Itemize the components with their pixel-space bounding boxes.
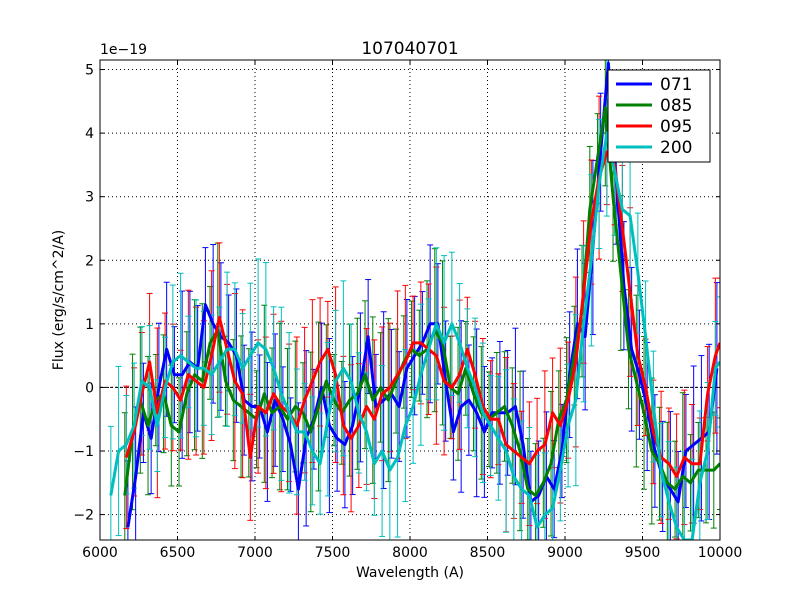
- y-tick-label: −2: [73, 508, 94, 524]
- x-axis-label: Wavelength (A): [356, 565, 464, 581]
- x-tick-label: 10000: [698, 545, 743, 561]
- y-tick-label: 1: [85, 317, 94, 333]
- x-tick-label: 9500: [625, 545, 661, 561]
- x-tick-label: 6000: [82, 545, 118, 561]
- x-tick-label: 6500: [160, 545, 196, 561]
- legend-label-200: 200: [660, 138, 692, 158]
- y-axis-label: Flux (erg/s/cm^2/A): [51, 230, 67, 370]
- x-tick-label: 7000: [237, 545, 273, 561]
- chart-title: 107040701: [361, 39, 458, 59]
- legend-label-071: 071: [660, 75, 692, 95]
- legend-label-085: 085: [660, 96, 692, 116]
- x-tick-label: 7500: [315, 545, 351, 561]
- y-tick-label: 3: [85, 190, 94, 206]
- y-tick-label: −1: [73, 444, 94, 460]
- y-tick-label: 0: [85, 380, 94, 396]
- x-tick-label: 9000: [547, 545, 583, 561]
- series-lines: [109, 61, 720, 540]
- series-line-200: [109, 131, 720, 540]
- y-tick-label: 2: [85, 253, 94, 269]
- x-tick-label: 8000: [392, 545, 428, 561]
- ticks: 6000 6500 7000 7500 8000 8500 9000 9500 10000 −2 −…: [73, 60, 742, 561]
- x-tick-label: 8500: [470, 545, 506, 561]
- series-line-095: [124, 150, 720, 478]
- series-line-085: [123, 106, 720, 497]
- y-tick-label: 5: [85, 63, 94, 79]
- y-offset-label: 1e−19: [100, 42, 147, 58]
- y-tick-label: 4: [85, 126, 94, 142]
- legend-label-095: 095: [660, 117, 692, 137]
